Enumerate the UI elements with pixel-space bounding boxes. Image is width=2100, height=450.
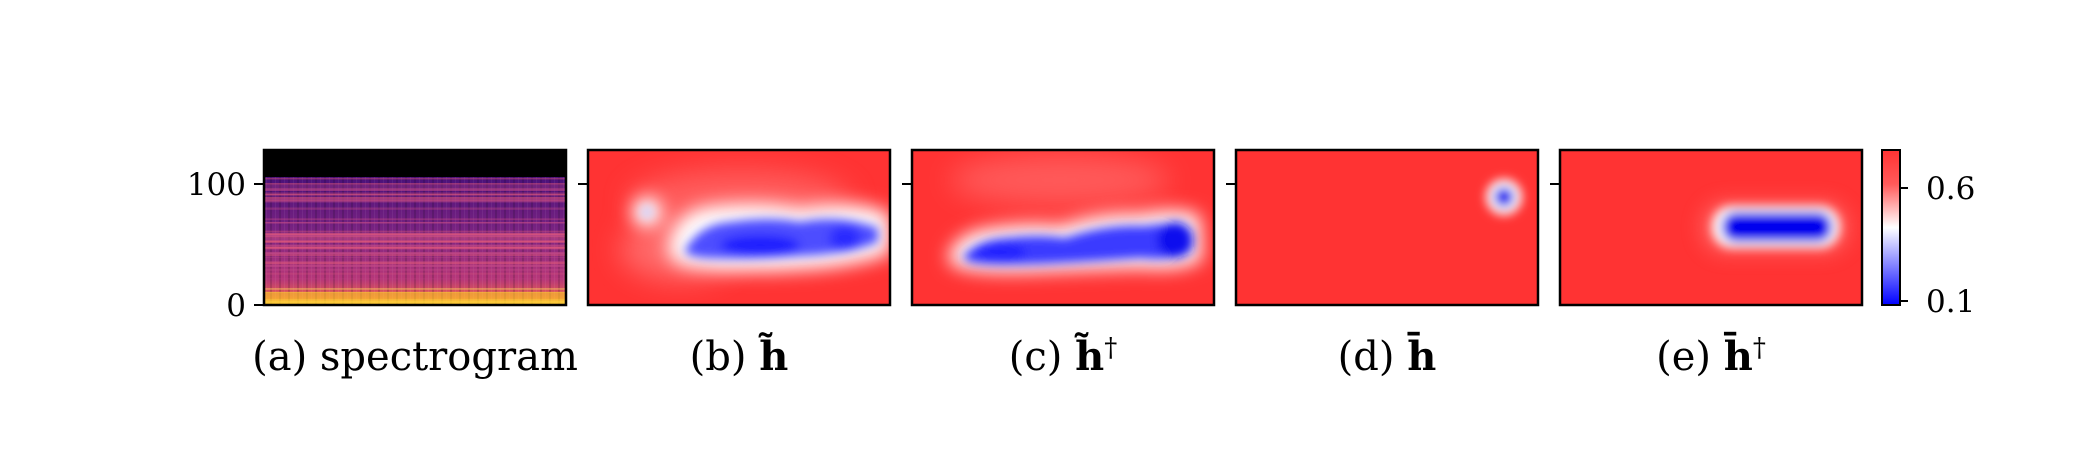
spectrogram-low-band xyxy=(264,292,566,305)
ytick-label-0: 0 xyxy=(226,288,246,324)
panel-c-heatmap xyxy=(912,150,1214,305)
spectrogram-streak xyxy=(264,235,566,239)
colorbar-tick-label-high: 0.6 xyxy=(1926,171,1975,207)
panel-b-frame xyxy=(586,148,892,307)
spectrogram-streak xyxy=(264,207,566,210)
spectrogram-streak xyxy=(264,222,566,224)
caption-c: (c) h̃† xyxy=(1009,333,1117,380)
spectrogram-streak xyxy=(264,200,566,203)
panel-d-frame xyxy=(1234,148,1540,307)
spectrogram-streak xyxy=(264,188,566,191)
spectrogram-streak xyxy=(264,193,566,196)
spectrogram-streak xyxy=(264,252,566,254)
caption-a: (a) spectrogram xyxy=(252,334,578,380)
spectrogram-streak xyxy=(264,272,566,275)
caption-e: (e) h̄† xyxy=(1656,333,1766,380)
caption-b: (b) h̃ xyxy=(690,333,789,380)
colorbar xyxy=(1882,150,1900,305)
spectrogram-streak xyxy=(264,263,566,265)
spectrogram-streak xyxy=(264,240,566,243)
spectrogram-streak xyxy=(264,254,566,256)
panel-a-frame xyxy=(262,148,568,307)
spectrogram-streak xyxy=(264,245,566,248)
spectrogram-streak xyxy=(264,192,566,195)
spectrogram-streak xyxy=(264,177,566,180)
ytick-label-100: 100 xyxy=(187,167,246,203)
spectrogram-streak xyxy=(264,230,566,233)
colorbar-tick-label-low: 0.1 xyxy=(1926,284,1975,320)
panel-a-spectrogram xyxy=(264,150,566,305)
caption-d: (d) h̄ xyxy=(1338,333,1437,380)
spectrogram-streak xyxy=(264,218,566,220)
panel-c-frame xyxy=(910,148,1216,307)
panel-b-heatmap xyxy=(588,150,890,305)
colorbar-frame xyxy=(1881,149,1901,306)
spectrogram-streak xyxy=(264,199,566,201)
spectrogram-streak xyxy=(264,196,566,199)
spectrogram-streak xyxy=(264,261,566,264)
panel-e-heatmap xyxy=(1560,150,1862,305)
spectrogram-streak xyxy=(264,198,566,202)
spectrogram-streak xyxy=(264,268,566,271)
spectrogram-streak xyxy=(264,264,566,267)
spectrogram-streak xyxy=(264,288,566,290)
spectrogram-streak xyxy=(264,233,566,235)
spectrogram-streak xyxy=(264,185,566,187)
spectrogram-streak xyxy=(264,198,566,200)
spectrogram-streak xyxy=(264,244,566,247)
spectrogram-streak xyxy=(264,278,566,280)
spectrogram-streak xyxy=(264,186,566,190)
spectrogram-streak xyxy=(264,238,566,240)
spectrogram-streak xyxy=(264,234,566,237)
spectrogram-streak xyxy=(264,246,566,250)
panel-d-heatmap xyxy=(1236,150,1538,305)
spectrogram-streak xyxy=(264,183,566,185)
panel-e-frame xyxy=(1558,148,1864,307)
spectrogram-streak xyxy=(264,256,566,258)
